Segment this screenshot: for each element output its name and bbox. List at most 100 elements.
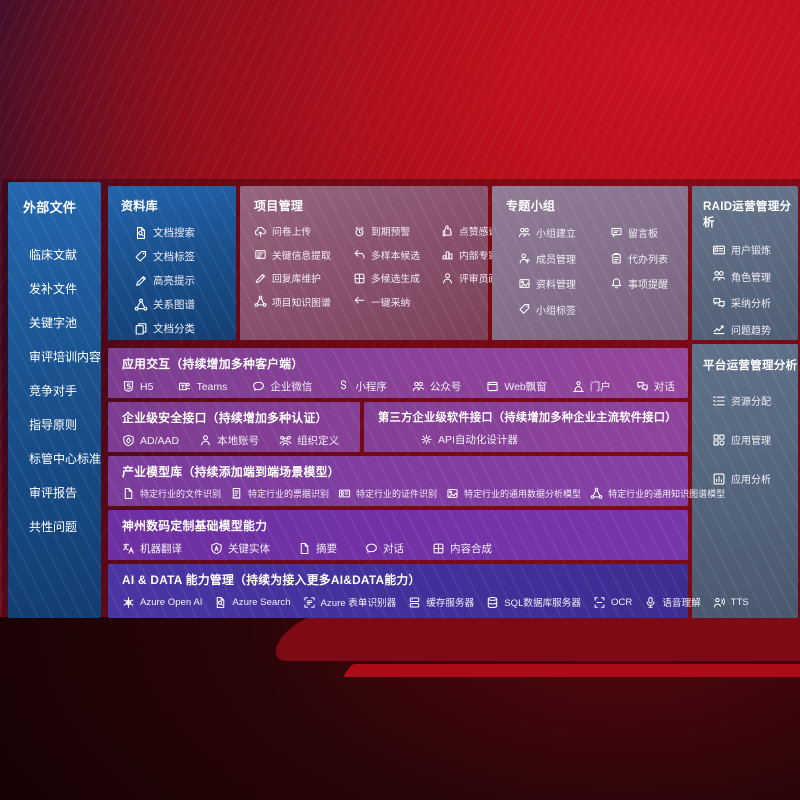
feature-label: 点赞感谢 (459, 227, 499, 238)
alarm-icon (353, 225, 366, 238)
feature-item: Azure Open AI (122, 596, 202, 609)
feature-item: 发补文件 (29, 280, 101, 297)
feature-item: 资源分配 (712, 393, 798, 408)
feature-label: Azure 表单识别器 (320, 598, 397, 609)
feature-item: SQL数据库服务器 (486, 595, 581, 609)
graph-icon (590, 487, 603, 500)
feature-label: 多候选生成 (371, 274, 420, 285)
feature-item: 采纳分析 (712, 295, 798, 310)
chat-icon (365, 542, 378, 555)
feature-item: 成员管理 (518, 251, 610, 266)
grid-icon (432, 542, 445, 555)
feature-item: 资料管理 (518, 276, 610, 291)
feature-item: API自动化设计器 (420, 432, 518, 447)
photo-icon (518, 277, 531, 290)
feature-item: 关键实体 (210, 541, 270, 556)
panel-title: 企业级安全接口（持续增加多种认证） (122, 411, 328, 425)
feature-label: 代办列表 (628, 254, 668, 266)
feature-label: 资料管理 (536, 280, 576, 291)
feature-item: 内容合成 (432, 541, 492, 556)
feature-item: TTS (713, 596, 749, 609)
feature-label: 标管中心标准 (29, 452, 102, 466)
feature-label: 关键实体 (228, 543, 270, 555)
person-icon (199, 434, 212, 447)
feature-label: SQL数据库服务器 (504, 598, 581, 609)
bottom-red-band (264, 615, 800, 661)
feature-label: 用户锻炼 (731, 246, 771, 257)
platform-items: 资源分配应用管理应用分析 (703, 393, 798, 486)
feature-label: 应用分析 (731, 475, 771, 486)
feature-item: Teams (178, 380, 227, 393)
feature-label: 成员管理 (536, 254, 576, 266)
org-icon (279, 434, 292, 447)
podium-icon (441, 248, 454, 261)
openai-icon (122, 596, 135, 609)
portal-icon (572, 380, 585, 393)
panel-project-management: 项目管理 问卷上传 到期预警 点赞感谢 关键信息提取 多样本候选 内部专家排名 回复库维护 多… (240, 186, 518, 340)
panel-special-groups: 专题小组 小组建立 留言板 成员管理 代办列表 资料管理 事项提醒 小组标签 (492, 186, 688, 340)
feature-label: Teams (196, 380, 228, 393)
chat-icon (252, 380, 265, 393)
panel-external-files: 外部文件 临床文献 发补文件 关键字池 审评培训内容 竞争对手 指导原则 标管中心标准 审评报… (8, 182, 101, 618)
feature-label: 组织定义 (297, 435, 340, 447)
people-icon (518, 226, 531, 239)
receipt-icon (230, 487, 243, 500)
feature-item: 事项提醒 (610, 276, 688, 291)
feature-label: 语音理解 (662, 598, 701, 609)
gear-icon (420, 433, 433, 446)
feature-label: 审评培训内容 (29, 350, 102, 364)
feature-label: 特定行业的通用数据分析模型 (464, 489, 582, 499)
feature-item: 代办列表 (610, 251, 688, 266)
feature-label: 内容合成 (450, 543, 492, 555)
feature-item: 特定行业的通用数据分析模型 (446, 487, 581, 500)
feature-label: API自动化设计器 (438, 434, 518, 446)
aidata-items: Azure Open AI Azure Search Azure 表单识别器 缓存服务… (122, 595, 749, 609)
panel-title: 神州数码定制基础模型能力 (122, 519, 268, 533)
bell-icon (610, 277, 623, 290)
feature-item: 到期预警 (353, 224, 439, 238)
project-items: 问卷上传 到期预警 点赞感谢 关键信息提取 多样本候选 内部专家排名 回复库维护 多候选生成 评… (254, 224, 518, 309)
feature-item: AD/AAD (122, 434, 179, 447)
feature-item: 组织定义 (279, 433, 339, 448)
dialog-icon (712, 296, 726, 310)
feature-label: 文档搜索 (153, 227, 195, 239)
industry-items: 特定行业的文件识别 特定行业的票据识别 特定行业的证件识别 特定行业的通用数据分析模型… (122, 487, 725, 500)
feature-label: 对话 (653, 381, 675, 393)
tag-icon (518, 303, 531, 316)
feature-label: 特定行业的证件识别 (356, 489, 438, 499)
feature-label: Azure Search (232, 596, 291, 608)
feature-item: 高亮提示 (134, 273, 236, 288)
feature-label: AD/AAD (140, 434, 180, 447)
bbs-icon (610, 226, 623, 239)
feature-item: 本地账号 (199, 433, 259, 448)
panel-app-interaction: 应用交互（持续增加多种客户端） H5 Teams 企业微信 小程序 公众号 Web飘窗 门户… (108, 348, 688, 398)
feature-label: TTS (730, 596, 749, 608)
feature-item: 缓存服务器 (408, 595, 474, 609)
feature-item: 小组标签 (518, 302, 610, 317)
feature-label: 回复库维护 (272, 274, 321, 285)
clipboard-icon (610, 252, 623, 265)
feature-item: 用户锻炼 (712, 242, 798, 257)
feature-item: 点赞感谢 (441, 224, 518, 238)
feature-label: 公众号 (429, 381, 462, 393)
interaction-items: H5 Teams 企业微信 小程序 公众号 Web飘窗 门户 对话 (122, 379, 688, 394)
feature-item: 竞争对手 (29, 382, 101, 399)
repository-items: 文档搜索 文档标签 高亮提示 关系图谱 文档分类 (121, 225, 236, 336)
doc-icon (122, 487, 135, 500)
mic-icon (644, 596, 657, 609)
feature-label: 对话 (383, 543, 404, 555)
feature-label: 摘要 (316, 543, 337, 555)
ocr-icon (593, 596, 606, 609)
feature-label: 发补文件 (29, 282, 78, 296)
window-icon (486, 380, 499, 393)
feature-label: 关键字池 (29, 316, 78, 330)
feature-item: 共性问题 (29, 518, 101, 535)
feature-item: 应用管理 (712, 432, 798, 447)
feature-item: 审评报告 (29, 484, 101, 501)
group-items: 小组建立 留言板 成员管理 代办列表 资料管理 事项提醒 小组标签 (506, 225, 688, 317)
feature-label: Azure Open AI (140, 596, 203, 608)
shield-a-icon (210, 542, 223, 555)
feature-item: 特定行业的通用知识图谱模型 (590, 487, 725, 500)
copy-icon (134, 322, 148, 336)
chart-box-icon (712, 472, 726, 486)
